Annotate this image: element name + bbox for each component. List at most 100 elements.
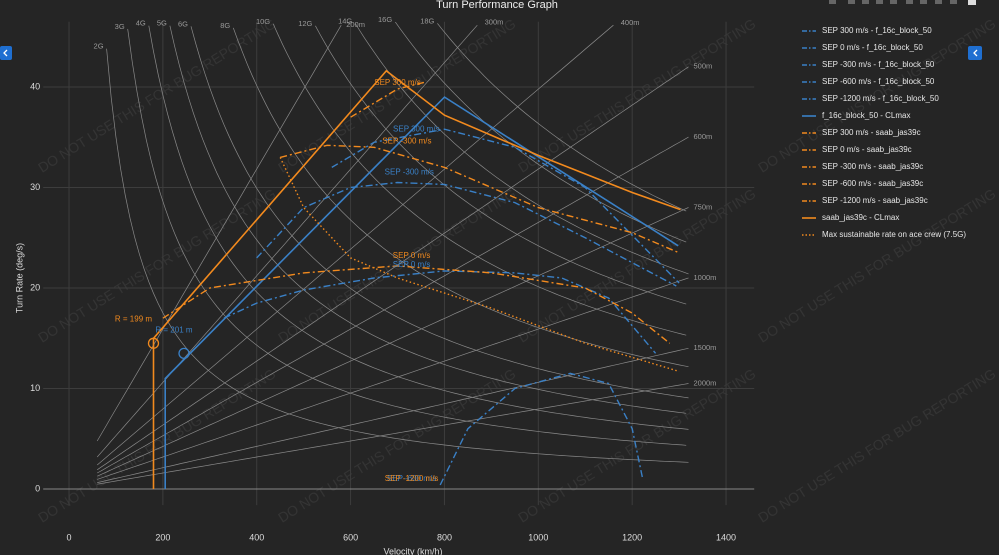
guide-lines [96, 22, 689, 485]
tool-button[interactable] [862, 0, 869, 4]
y-tick-label: 30 [30, 182, 40, 192]
load-factor-line [394, 22, 687, 243]
x-tick-label: 1000 [528, 532, 548, 542]
legend-label: SEP -300 m/s - f_16c_block_50 [822, 60, 935, 69]
radius-label: 200m [346, 20, 365, 29]
y-tick-label: 20 [30, 282, 40, 292]
chart-title: Turn Performance Graph [436, 0, 558, 11]
radius-line [96, 24, 614, 466]
radius-marker [147, 337, 160, 349]
load-factor-label: 16G [378, 15, 392, 24]
legend-label: SEP 0 m/s - f_16c_block_50 [822, 43, 923, 52]
legend-label: f_16c_block_50 - CLmax [822, 111, 911, 120]
line-annotation: SEP 300 m/s [374, 78, 421, 87]
tool-button[interactable] [890, 0, 897, 4]
load-factor-line [169, 25, 687, 414]
x-tick-label: 800 [437, 532, 452, 542]
left-toggle-icon [3, 49, 8, 57]
legend-label: Max sustainable rate on ace crew (7.5G) [822, 230, 966, 239]
load-factor-label: 4G [136, 19, 146, 28]
x-tick-label: 1200 [622, 532, 642, 542]
radius-label: 1000m [693, 273, 716, 282]
series-line [439, 372, 644, 486]
tool-button[interactable] [920, 0, 927, 4]
tool-button[interactable] [968, 0, 976, 5]
right-panel-toggle[interactable] [968, 46, 982, 60]
radius-label: 750m [693, 202, 712, 211]
load-factor-label: 2G [94, 42, 104, 51]
legend: SEP 300 m/s - f_16c_block_50 SEP 0 m/s - … [802, 26, 966, 239]
series-line [256, 181, 677, 287]
load-factor-line [232, 27, 689, 368]
line-annotation: SEP -300 m/s [385, 168, 434, 177]
legend-label: SEP -600 m/s - saab_jas39c [822, 179, 923, 188]
radius-line [97, 347, 689, 483]
legend-label: SEP 0 m/s - saab_jas39c [822, 145, 912, 154]
legend-label: saab_jas39c - CLmax [822, 213, 899, 222]
line-annotation: SEP -1200 m/s [385, 474, 439, 483]
radius-line [97, 383, 689, 485]
radius-label: 1500m [693, 343, 716, 352]
load-factor-line [127, 28, 687, 446]
toolbar [829, 0, 976, 5]
x-tick-label: 0 [67, 532, 72, 542]
x-tick-label: 1400 [716, 532, 736, 542]
load-factor-label: 5G [157, 19, 167, 28]
radius-label: 300m [485, 17, 504, 26]
load-factor-line [190, 26, 689, 399]
line-annotation: SEP 0 m/s [393, 260, 431, 269]
x-tick-label: 400 [249, 532, 264, 542]
radius-label: 2000m [693, 378, 716, 387]
load-factor-line [315, 25, 687, 305]
legend-label: SEP -300 m/s - saab_jas39c [822, 162, 923, 171]
x-axis-label: Velocity (km/h) [383, 546, 442, 555]
load-factor-label: 8G [220, 21, 230, 30]
right-toggle-icon [973, 49, 978, 57]
load-factor-line [272, 23, 687, 336]
tool-button[interactable] [950, 0, 957, 4]
y-tick-label: 0 [35, 483, 40, 493]
radius-line [97, 207, 689, 477]
legend-label: SEP -1200 m/s - saab_jas39c [822, 196, 928, 205]
radius-line [97, 66, 689, 471]
load-factor-line [355, 23, 689, 275]
y-axis-label: Turn Rate (deg/s) [14, 243, 24, 313]
series-line [280, 144, 680, 254]
radius-label: 600m [693, 132, 712, 141]
y-tick-label: 10 [30, 383, 40, 393]
load-factor-line [437, 23, 687, 212]
radius-line [97, 277, 689, 480]
load-factor-label: 3G [115, 22, 125, 31]
radius-label: 400m [621, 18, 640, 27]
line-annotation: SEP 300 m/s [393, 124, 440, 133]
guide-labels: 2G 3G 4G 5G 6G 8G 10G 12G 14G 16G 18G 200m 300m 400m 5… [94, 15, 717, 388]
tool-button[interactable] [876, 0, 883, 4]
load-factor-label: 12G [298, 19, 312, 28]
line-annotation: SEP -600 m/s [387, 474, 436, 483]
load-factor-label: 18G [420, 16, 434, 25]
legend-label: SEP -600 m/s - f_16c_block_50 [822, 77, 935, 86]
annotations: R = 199 mR = 201 m SEP 300 m/s SEP -300 m/… [115, 78, 440, 483]
series-line [223, 270, 657, 354]
series-lines [152, 69, 681, 489]
radius-line [96, 24, 478, 458]
load-factor-label: 14G [338, 16, 352, 25]
legend-label: SEP 300 m/s - saab_jas39c [822, 128, 921, 137]
load-factor-label: 6G [178, 19, 188, 28]
line-annotation: SEP 0 m/s [393, 251, 431, 260]
tool-button[interactable] [829, 0, 836, 4]
tool-button[interactable] [906, 0, 913, 4]
load-factor-line [148, 25, 689, 430]
line-annotation: SEP -300 m/s [382, 136, 431, 145]
radius-line [96, 25, 342, 442]
left-panel-toggle[interactable] [0, 46, 12, 60]
radius-label: 500m [693, 62, 712, 71]
radius-marker [178, 347, 190, 359]
series-line [164, 96, 679, 489]
tool-button[interactable] [935, 0, 942, 4]
tool-button[interactable] [848, 0, 855, 4]
series-line [162, 265, 671, 344]
x-tick-label: 200 [155, 532, 170, 542]
legend-label: SEP -1200 m/s - f_16c_block_50 [822, 94, 939, 103]
